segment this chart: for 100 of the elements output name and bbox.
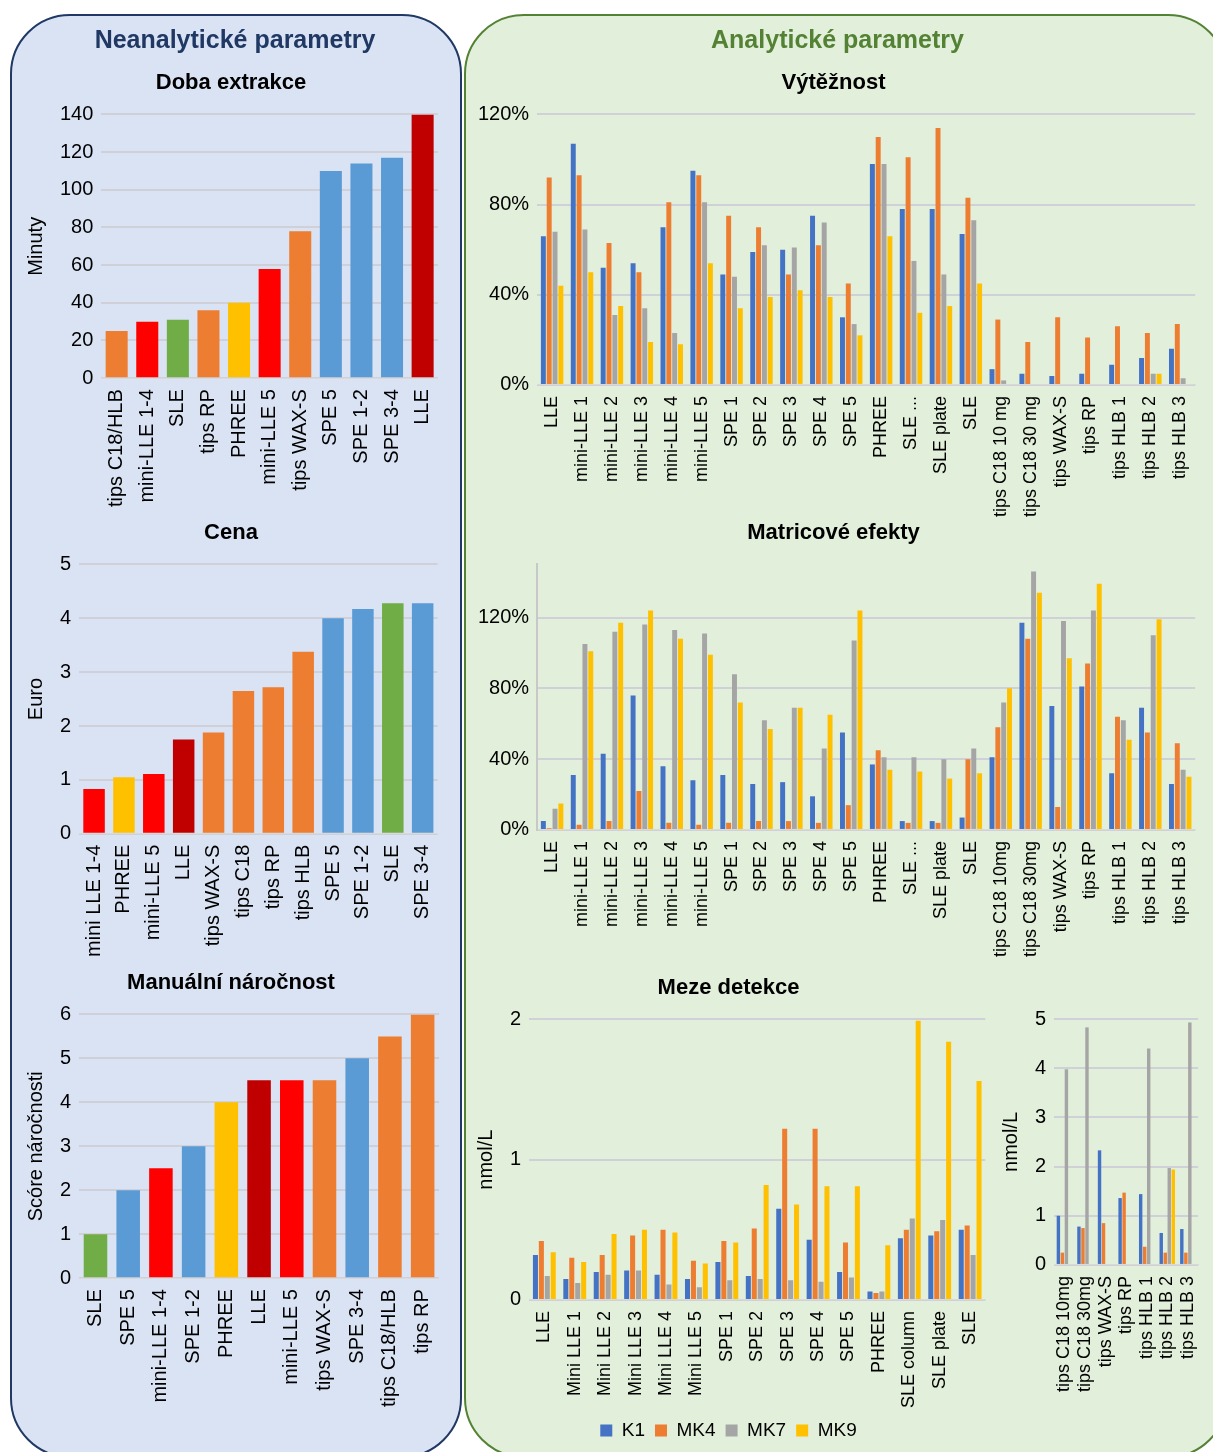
- x-tick-label: mini-LLE 5: [141, 844, 164, 941]
- bar: [842, 1242, 849, 1299]
- bar: [1126, 739, 1132, 829]
- y-tick-label: 6: [60, 1001, 72, 1024]
- bar: [720, 775, 726, 829]
- x-tick-label: tips C18 30mg: [1073, 1275, 1094, 1392]
- bar: [845, 805, 851, 829]
- y-tick-label: 0: [60, 1265, 72, 1288]
- bar: [143, 773, 165, 833]
- x-tick-label: Mini LLE 1: [563, 1310, 584, 1396]
- bar: [785, 821, 791, 829]
- y-tick-label: 120%: [478, 605, 530, 628]
- bar: [812, 1128, 818, 1299]
- bar: [767, 729, 773, 829]
- bar: [289, 231, 312, 378]
- bar: [546, 177, 552, 384]
- bar: [582, 229, 588, 384]
- bar: [1186, 776, 1192, 829]
- bar: [737, 702, 743, 829]
- bar: [887, 236, 893, 384]
- bar: [202, 732, 225, 833]
- bar: [641, 1229, 647, 1299]
- bar: [782, 1128, 788, 1299]
- bar: [959, 233, 965, 384]
- bar: [666, 202, 672, 384]
- bar: [352, 609, 374, 833]
- bar: [618, 622, 624, 829]
- x-tick-label: tips RP: [1079, 395, 1100, 454]
- x-tick-label: SPE 5: [320, 844, 343, 902]
- x-tick-label: SPE 1-2: [350, 844, 373, 920]
- bar: [690, 170, 696, 384]
- bar: [228, 302, 251, 378]
- bar: [630, 1235, 636, 1299]
- y-tick-label: 40: [71, 290, 94, 313]
- bar: [780, 782, 786, 829]
- bar: [756, 821, 762, 829]
- x-tick-label: SPE 1: [720, 395, 741, 447]
- y-axis-title: Minuty: [23, 216, 46, 276]
- bar: [636, 272, 642, 384]
- x-tick-label: SPE 4: [810, 395, 831, 447]
- bar: [1055, 806, 1061, 829]
- bar: [917, 312, 923, 384]
- bar: [756, 227, 762, 384]
- bar: [636, 1270, 642, 1299]
- x-tick-label: SLE column: [898, 1310, 919, 1409]
- x-tick-label: tips C18 10mg: [989, 840, 1010, 957]
- x-tick-label: SPE 1-2: [181, 1289, 204, 1364]
- x-tick-label: SLE: [83, 1289, 105, 1327]
- bar: [995, 319, 1001, 384]
- x-tick-label: PHREE: [867, 1310, 888, 1373]
- bar: [1139, 707, 1145, 829]
- bar: [815, 822, 821, 829]
- bar: [1085, 337, 1091, 384]
- bar: [977, 773, 983, 829]
- bar: [696, 1287, 702, 1299]
- bar: [696, 175, 702, 384]
- y-tick-label: 3: [60, 1133, 72, 1156]
- bar: [611, 1234, 617, 1299]
- bar: [258, 268, 281, 378]
- bar: [797, 290, 803, 384]
- bar: [875, 136, 881, 384]
- x-tick-label: mini-LLE 5: [690, 840, 711, 927]
- y-tick-label: 120: [59, 139, 94, 162]
- x-tick-label: SLE ...: [900, 395, 920, 450]
- bar: [1156, 373, 1162, 384]
- x-tick-label: SLE plate: [929, 395, 950, 474]
- bar: [881, 164, 887, 384]
- y-tick-label: 1: [60, 767, 72, 790]
- bar: [940, 1219, 946, 1299]
- x-tick-label: tips WAX-S: [1049, 395, 1070, 488]
- x-tick-label: tips WAX-S: [1094, 1275, 1115, 1368]
- y-tick-label: 60: [71, 252, 94, 275]
- bar: [1081, 1228, 1085, 1264]
- x-tick-label: tips HLB 3: [1169, 840, 1190, 924]
- x-tick-label: SLE: [959, 1310, 980, 1345]
- bar: [1090, 610, 1096, 829]
- bar: [911, 757, 917, 829]
- y-tick-label: 2: [60, 1177, 72, 1200]
- bar: [532, 1255, 538, 1299]
- bar: [702, 1263, 708, 1299]
- y-axis-title: nmol/L: [473, 1129, 496, 1190]
- bar: [929, 821, 935, 829]
- bar: [941, 274, 947, 384]
- legend-label: K1: [621, 1418, 646, 1440]
- bar: [630, 695, 636, 829]
- bar: [540, 821, 546, 829]
- bar: [935, 127, 941, 384]
- bar: [763, 1184, 769, 1299]
- x-tick-label: mini-LLE 4: [660, 395, 681, 482]
- y-tick-label: 4: [1035, 1055, 1047, 1078]
- y-tick-label: 1: [1035, 1203, 1047, 1226]
- bar: [837, 1271, 843, 1299]
- bar: [899, 821, 905, 829]
- bar: [1118, 1198, 1122, 1264]
- bar: [410, 1014, 435, 1278]
- bar: [1115, 716, 1120, 829]
- x-tick-label: mini-LLE 5: [279, 1289, 302, 1385]
- bar: [690, 1260, 696, 1299]
- x-tick-label: mini-LLE 1: [570, 395, 591, 482]
- x-tick-label: mini-LLE 1-4: [148, 1289, 171, 1403]
